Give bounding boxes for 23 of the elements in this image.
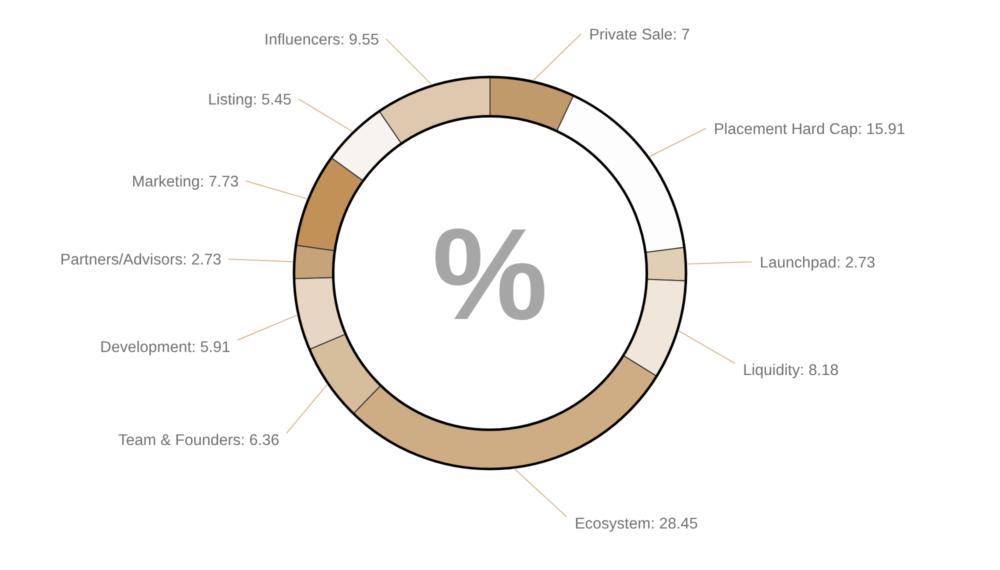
data-label: : 8.18 — [800, 362, 839, 379]
data-label: : 28.45 — [650, 515, 698, 532]
data-label: : 6.36 — [240, 432, 280, 449]
data-label: : 5.45 — [252, 91, 292, 108]
data-label: : 2.73 — [836, 254, 876, 272]
data-label: : 15.91 — [858, 120, 906, 138]
slice-label: Launchpad — [760, 254, 836, 272]
data-label: : 7.73 — [200, 173, 239, 190]
data-label: : 2.73 — [182, 252, 222, 269]
slice-label: Partners/Advisors — [60, 252, 183, 269]
slice-label: Marketing — [132, 173, 200, 190]
slice-label: Development — [100, 338, 192, 356]
slice-label: Private Sale — [589, 26, 673, 44]
data-label: : 5.91 — [191, 338, 230, 356]
slice-label: Team & Founders — [118, 432, 241, 449]
slice-label: Liquidity — [742, 362, 800, 379]
slice-label: Ecosystem — [574, 515, 651, 532]
data-label: : 9.55 — [340, 31, 380, 48]
text: % — [432, 201, 548, 347]
slice-label: Placement Hard Cap — [714, 120, 858, 138]
slice-label: Influencers — [264, 31, 340, 48]
data-label: : 7 — [672, 26, 690, 44]
slice-label: Listing — [208, 91, 253, 108]
